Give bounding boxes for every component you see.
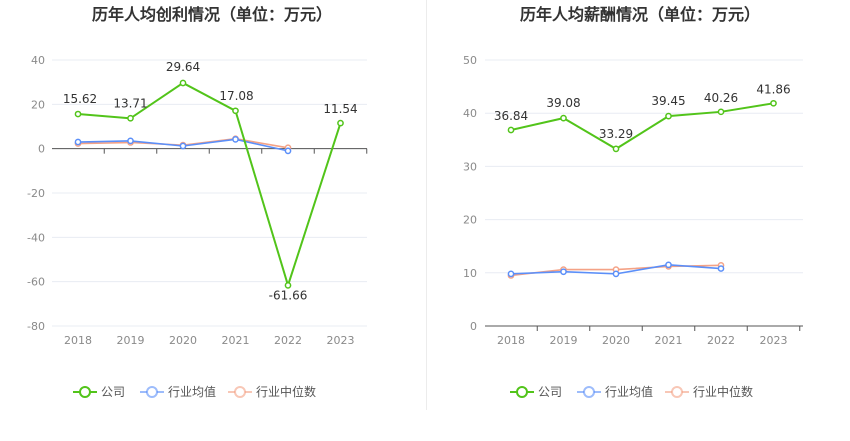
- legend-item-industry_median: 行业中位数: [665, 384, 753, 399]
- data-label: 39.08: [546, 96, 580, 110]
- legend-item-industry_avg: 行业均值: [140, 384, 216, 399]
- legend-item-industry_median: 行业中位数: [228, 384, 316, 399]
- chart-title: 历年人均创利情况（单位：万元）: [92, 5, 332, 24]
- data-point-company: [127, 114, 134, 122]
- legend-marker: [79, 386, 91, 398]
- data-point-industry_avg: [665, 261, 672, 269]
- x-tick-label: 2018: [497, 334, 525, 347]
- series-line-company: [77, 81, 342, 289]
- data-label: -61.66: [269, 288, 308, 302]
- data-point-company: [612, 145, 620, 153]
- data-point-industry_avg: [127, 137, 134, 145]
- data-label: 17.08: [219, 89, 253, 103]
- data-label: 15.62: [63, 92, 97, 106]
- y-tick-label: -80: [27, 320, 45, 333]
- y-tick-label: 40: [463, 107, 477, 120]
- data-point-company: [337, 119, 344, 127]
- y-tick-label: 0: [470, 320, 477, 333]
- data-label: 11.54: [323, 102, 357, 116]
- legend-item-company: 公司: [73, 385, 125, 399]
- y-tick-label: 30: [463, 160, 477, 173]
- data-point-company: [232, 107, 239, 115]
- data-label: 13.71: [113, 96, 147, 110]
- y-tick-label: -20: [27, 187, 45, 200]
- y-tick-label: 20: [463, 214, 477, 227]
- x-tick-label: 2020: [602, 334, 630, 347]
- y-tick-label: 10: [463, 267, 477, 280]
- chart-panel-profit: 历年人均创利情况（单位：万元） 40 20 0 -20 -40 -60 -80 2018 2019…: [0, 0, 425, 437]
- legend-label: 公司: [101, 385, 125, 399]
- y-tick-label: 0: [38, 143, 45, 156]
- data-point-company: [665, 112, 672, 120]
- data-label: 40.26: [704, 91, 738, 105]
- legend-label: 公司: [538, 385, 562, 399]
- data-point-company: [560, 114, 567, 122]
- data-point-industry_avg: [717, 265, 725, 272]
- data-label: 41.86: [756, 82, 790, 96]
- legend-marker: [146, 386, 158, 398]
- legend-item-industry_avg: 行业均值: [577, 384, 653, 399]
- legend-marker: [583, 386, 595, 398]
- legend-label: 行业中位数: [256, 384, 316, 399]
- series-line-company: [510, 102, 774, 151]
- chart-title: 历年人均薪酬情况（单位：万元）: [520, 5, 760, 24]
- data-label: 33.29: [599, 127, 633, 141]
- y-tick-label: 20: [31, 98, 45, 111]
- legend-item-company: 公司: [510, 385, 562, 399]
- x-tick-label: 2023: [760, 334, 788, 347]
- panel-divider: [426, 0, 427, 410]
- data-point-industry_avg: [612, 270, 620, 278]
- data-point-company: [770, 99, 777, 107]
- data-point-company: [74, 110, 82, 118]
- data-point-company: [507, 126, 515, 134]
- legend-marker: [516, 386, 528, 398]
- y-tick-label: 40: [31, 54, 45, 67]
- legend-label: 行业中位数: [693, 384, 753, 399]
- data-point-industry_avg: [179, 142, 187, 150]
- x-tick-label: 2020: [169, 334, 197, 347]
- x-tick-label: 2019: [117, 334, 145, 347]
- legend-label: 行业均值: [605, 384, 653, 399]
- data-point-company: [717, 108, 725, 116]
- data-point-industry_avg: [74, 138, 82, 146]
- x-tick-label: 2019: [550, 334, 578, 347]
- x-tick-label: 2022: [707, 334, 735, 347]
- x-tick-label: 2021: [222, 334, 250, 347]
- data-point-industry_avg: [507, 270, 515, 278]
- y-tick-label: -60: [27, 276, 45, 289]
- y-tick-label: 50: [463, 54, 477, 67]
- x-tick-label: 2022: [274, 334, 302, 347]
- x-tick-label: 2018: [64, 334, 92, 347]
- data-label: 39.45: [651, 94, 685, 108]
- data-point-industry_avg: [232, 136, 239, 143]
- data-point-company: [179, 79, 187, 87]
- x-tick-label: 2021: [655, 334, 683, 347]
- legend-label: 行业均值: [168, 384, 216, 399]
- data-label: 36.84: [494, 109, 528, 123]
- chart-panel-salary: 历年人均薪酬情况（单位：万元） 50 40 30 20 10 0 2018 2019 2020 20…: [425, 0, 850, 437]
- y-tick-label: -40: [27, 231, 45, 244]
- data-point-industry_avg: [284, 147, 292, 155]
- x-tick-label: 2023: [327, 334, 355, 347]
- data-point-industry_avg: [560, 268, 567, 276]
- legend-marker: [234, 386, 246, 398]
- data-point-company: [284, 281, 292, 289]
- salary-chart: 历年人均薪酬情况（单位：万元） 50 40 30 20 10 0 2018 2019 2020 20…: [463, 5, 803, 399]
- profit-chart: 历年人均创利情况（单位：万元） 40 20 0 -20 -40 -60 -80 2018 2019…: [27, 5, 368, 399]
- legend-marker: [671, 386, 683, 398]
- data-label: 29.64: [166, 60, 200, 74]
